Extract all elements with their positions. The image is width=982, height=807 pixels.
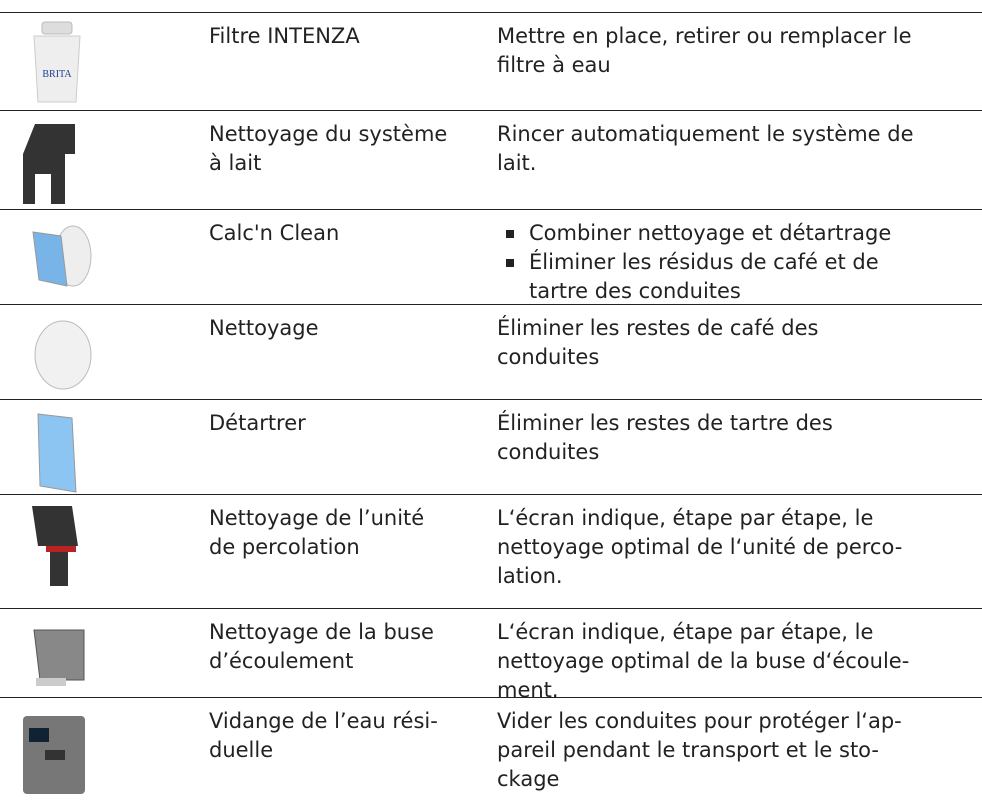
text-line: Éliminer les restes de café des bbox=[497, 316, 819, 340]
item-name: Détartrer bbox=[209, 409, 306, 438]
row-rule bbox=[0, 110, 982, 111]
item-name: Nettoyage de la buse d’écoulement bbox=[209, 618, 434, 676]
item-description: Mettre en place, retirer ou remplacer le… bbox=[497, 22, 912, 80]
row-rule bbox=[0, 608, 982, 609]
text-line: Vidange de l’eau rési- bbox=[209, 709, 438, 733]
brand-label: BRITA bbox=[42, 69, 72, 80]
text-line: lait. bbox=[497, 151, 537, 175]
row-rule bbox=[0, 494, 982, 495]
item-name: Calc'n Clean bbox=[209, 219, 339, 248]
item-description: Vider les conduites pour protéger l‘ap-p… bbox=[497, 707, 902, 794]
text-line: Nettoyage bbox=[209, 316, 319, 340]
row-rule bbox=[0, 304, 982, 305]
text-line: Mettre en place, retirer ou remplacer le bbox=[497, 24, 912, 48]
text-line: conduites bbox=[497, 345, 600, 369]
text-line: Éliminer les restes de tartre des bbox=[497, 411, 833, 435]
text-line: de percolation bbox=[209, 535, 360, 559]
text-line: Filtre INTENZA bbox=[209, 24, 360, 48]
item-name: Filtre INTENZA bbox=[209, 22, 360, 51]
text-line: duelle bbox=[209, 738, 274, 762]
text-line: ckage bbox=[497, 767, 560, 791]
text-line: Vider les conduites pour protéger l‘ap- bbox=[497, 709, 902, 733]
text-line: nettoyage optimal de la buse d‘écoule- bbox=[497, 649, 910, 673]
tablet-icon bbox=[34, 320, 92, 390]
milk-system-icon bbox=[23, 124, 75, 204]
item-name: Nettoyage de l’unité de percolation bbox=[209, 504, 424, 562]
item-description: Éliminer les restes de café des conduites bbox=[497, 314, 818, 372]
row-rule bbox=[0, 209, 982, 210]
row-rule bbox=[0, 12, 982, 13]
text-line: Nettoyage de la buse bbox=[209, 620, 434, 644]
bullet-item: Combiner nettoyage et détartrage bbox=[497, 219, 891, 248]
item-description: Rincer automatiquement le système de lait… bbox=[497, 120, 914, 178]
bullet-item: Éliminer les résidus de café et de tartre… bbox=[497, 248, 891, 306]
text-line: Rincer automatiquement le système de bbox=[497, 122, 914, 146]
text-line: L‘écran indique, étape par étape, le bbox=[497, 506, 874, 530]
item-name: Vidange de l’eau rési-duelle bbox=[209, 707, 438, 765]
text-line: Calc'n Clean bbox=[209, 221, 340, 245]
text-line: à lait bbox=[209, 151, 262, 175]
item-description: L‘écran indique, étape par étape, le nett… bbox=[497, 618, 909, 705]
text-line: ment. bbox=[497, 678, 559, 702]
text-line: Nettoyage du système bbox=[209, 122, 448, 146]
item-description: Combiner nettoyage et détartrage Éliminer… bbox=[497, 219, 891, 306]
item-description: Éliminer les restes de tartre des conduit… bbox=[497, 409, 833, 467]
text-line: pareil pendant le transport et le sto- bbox=[497, 738, 879, 762]
text-line: Éliminer les résidus de café et de bbox=[529, 250, 879, 274]
calc-clean-icon bbox=[32, 225, 92, 287]
filter-icon: BRITA bbox=[33, 21, 81, 103]
text-line: filtre à eau bbox=[497, 53, 611, 77]
row-rule bbox=[0, 399, 982, 400]
text-line: tartre des conduites bbox=[529, 279, 741, 303]
text-line: Combiner nettoyage et détartrage bbox=[529, 221, 892, 245]
item-description: L‘écran indique, étape par étape, le nett… bbox=[497, 504, 902, 591]
machine-icon bbox=[23, 716, 85, 794]
text-line: nettoyage optimal de l‘unité de perco- bbox=[497, 535, 903, 559]
spout-icon bbox=[33, 629, 85, 686]
text-line: L‘écran indique, étape par étape, le bbox=[497, 620, 874, 644]
item-name: Nettoyage du système à lait bbox=[209, 120, 447, 178]
text-line: Nettoyage de l’unité bbox=[209, 506, 425, 530]
text-line: conduites bbox=[497, 440, 600, 464]
row-rule bbox=[0, 697, 982, 698]
item-name: Nettoyage bbox=[209, 314, 319, 343]
text-line: d’écoulement bbox=[209, 649, 354, 673]
descaling-icon bbox=[37, 413, 77, 493]
text-line: Détartrer bbox=[209, 411, 306, 435]
text-line: lation. bbox=[497, 564, 563, 588]
brewing-unit-icon bbox=[32, 506, 78, 586]
